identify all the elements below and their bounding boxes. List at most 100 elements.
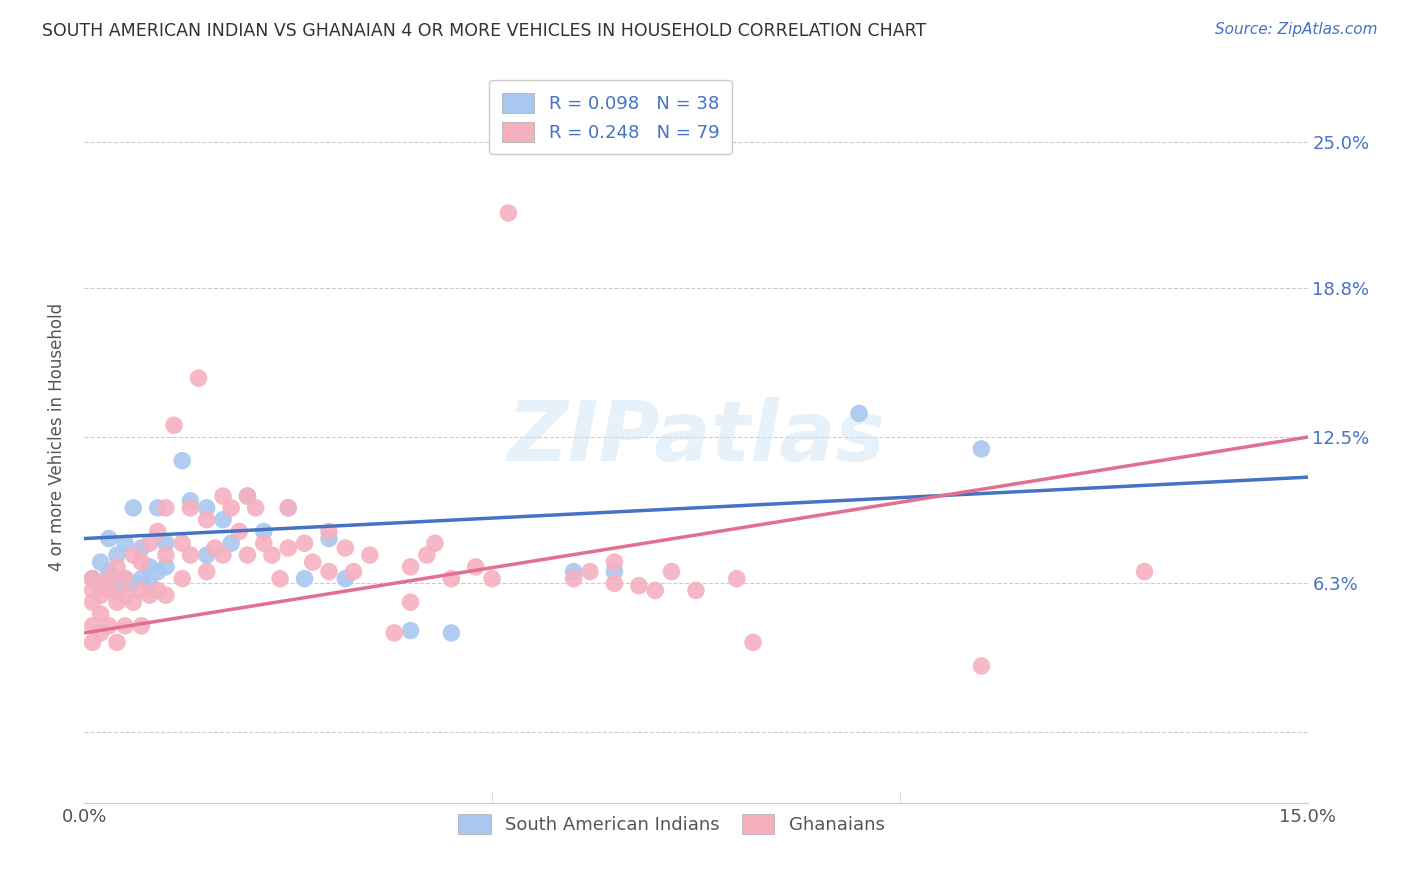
Point	[163, 418, 186, 433]
Point	[399, 559, 422, 574]
Point	[195, 565, 218, 579]
Point	[562, 572, 585, 586]
Point	[90, 576, 112, 591]
Point	[146, 583, 169, 598]
Point	[359, 548, 381, 562]
Point	[155, 536, 177, 550]
Point	[1133, 565, 1156, 579]
Point	[301, 555, 323, 569]
Point	[219, 500, 242, 515]
Point	[172, 572, 194, 586]
Point	[131, 619, 153, 633]
Point	[105, 548, 128, 562]
Point	[105, 595, 128, 609]
Point	[603, 565, 626, 579]
Point	[399, 624, 422, 638]
Point	[82, 572, 104, 586]
Point	[742, 635, 765, 649]
Point	[90, 588, 112, 602]
Text: ZIPatlas: ZIPatlas	[508, 397, 884, 477]
Point	[970, 442, 993, 456]
Point	[685, 583, 707, 598]
Text: SOUTH AMERICAN INDIAN VS GHANAIAN 4 OR MORE VEHICLES IN HOUSEHOLD CORRELATION CH: SOUTH AMERICAN INDIAN VS GHANAIAN 4 OR M…	[42, 22, 927, 40]
Point	[82, 572, 104, 586]
Point	[481, 572, 503, 586]
Point	[90, 607, 112, 621]
Point	[172, 536, 194, 550]
Point	[335, 541, 357, 555]
Point	[114, 619, 136, 633]
Point	[138, 588, 160, 602]
Point	[90, 576, 112, 591]
Point	[236, 489, 259, 503]
Point	[416, 548, 439, 562]
Point	[498, 206, 520, 220]
Point	[440, 572, 463, 586]
Point	[382, 626, 405, 640]
Point	[195, 500, 218, 515]
Point	[90, 626, 112, 640]
Point	[97, 583, 120, 598]
Point	[970, 659, 993, 673]
Point	[155, 588, 177, 602]
Point	[236, 489, 259, 503]
Point	[212, 513, 235, 527]
Point	[342, 565, 364, 579]
Point	[212, 489, 235, 503]
Point	[562, 565, 585, 579]
Point	[464, 559, 486, 574]
Point	[277, 500, 299, 515]
Point	[228, 524, 250, 539]
Point	[97, 619, 120, 633]
Point	[318, 565, 340, 579]
Point	[269, 572, 291, 586]
Point	[131, 555, 153, 569]
Point	[603, 576, 626, 591]
Point	[627, 579, 650, 593]
Point	[260, 548, 283, 562]
Point	[97, 565, 120, 579]
Point	[179, 500, 201, 515]
Point	[122, 548, 145, 562]
Point	[179, 493, 201, 508]
Point	[105, 635, 128, 649]
Point	[146, 500, 169, 515]
Point	[138, 559, 160, 574]
Point	[122, 595, 145, 609]
Point	[204, 541, 226, 555]
Point	[725, 572, 748, 586]
Point	[253, 536, 276, 550]
Point	[155, 559, 177, 574]
Point	[399, 595, 422, 609]
Point	[253, 524, 276, 539]
Point	[131, 583, 153, 598]
Point	[90, 555, 112, 569]
Point	[277, 500, 299, 515]
Point	[236, 548, 259, 562]
Point	[114, 572, 136, 586]
Point	[105, 559, 128, 574]
Point	[97, 532, 120, 546]
Point	[603, 555, 626, 569]
Point	[122, 576, 145, 591]
Point	[138, 576, 160, 591]
Point	[212, 548, 235, 562]
Point	[82, 635, 104, 649]
Point	[97, 572, 120, 586]
Point	[440, 626, 463, 640]
Point	[644, 583, 666, 598]
Point	[82, 619, 104, 633]
Point	[294, 536, 316, 550]
Point	[82, 583, 104, 598]
Point	[318, 532, 340, 546]
Point	[155, 548, 177, 562]
Legend: South American Indians, Ghanaians: South American Indians, Ghanaians	[447, 804, 896, 845]
Point	[294, 572, 316, 586]
Point	[138, 536, 160, 550]
Point	[114, 536, 136, 550]
Point	[335, 572, 357, 586]
Point	[423, 536, 446, 550]
Point	[195, 548, 218, 562]
Point	[97, 572, 120, 586]
Point	[187, 371, 209, 385]
